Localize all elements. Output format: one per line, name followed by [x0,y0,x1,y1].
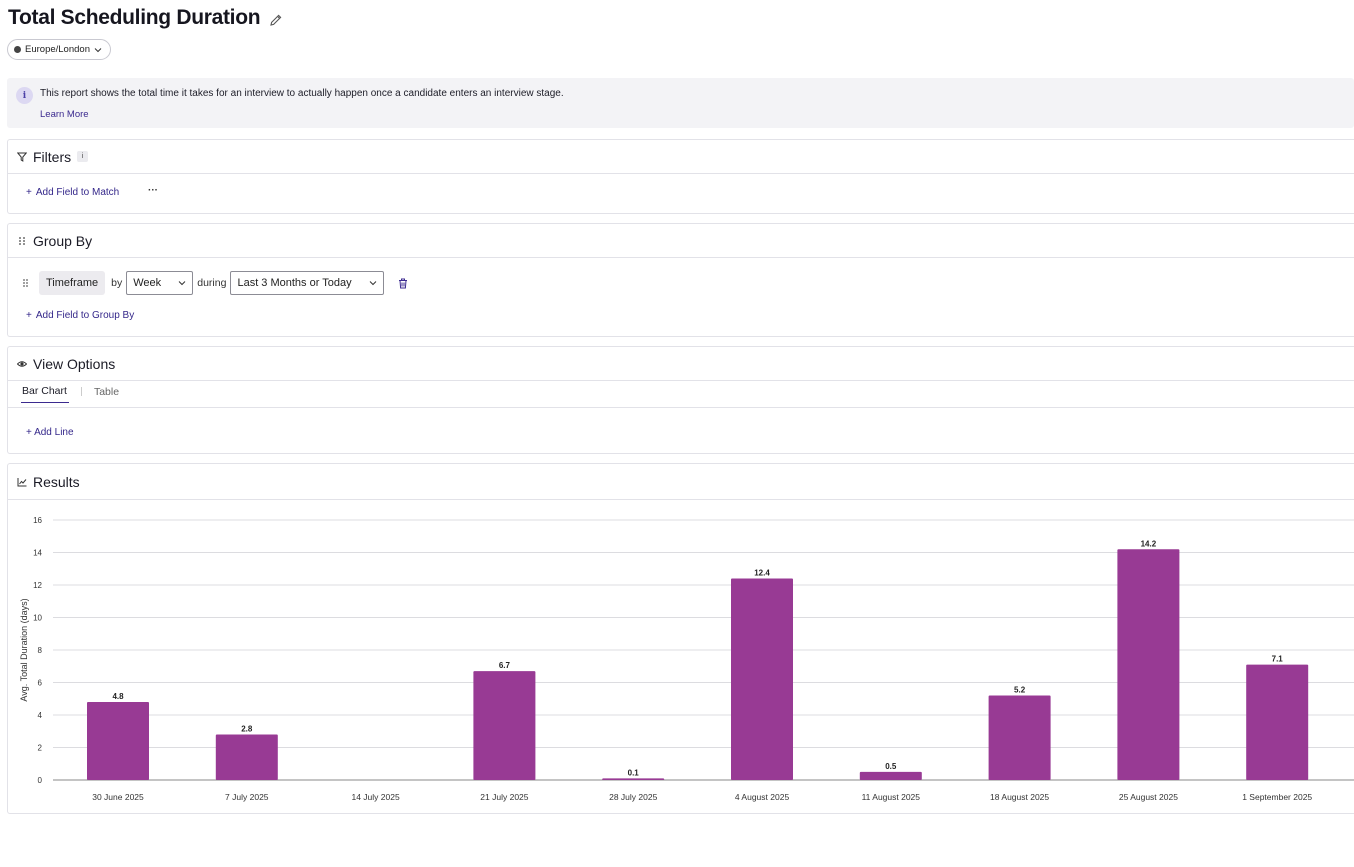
add-line-button[interactable]: + Add Line [26,427,74,438]
y-tick-label: 14 [33,549,42,558]
filters-header: Filters i [8,140,1354,174]
tab-divider [80,387,82,396]
bar [988,695,1051,780]
x-tick-label: 28 July 2025 [609,792,657,802]
x-tick-label: 30 June 2025 [92,792,144,802]
y-axis-label: Avg. Total Duration (days) [19,598,29,701]
info-icon: i [16,87,33,104]
bar [473,671,536,780]
chevron-down-icon [178,281,186,286]
timezone-selector[interactable]: Europe/London [7,39,111,60]
chevron-down-icon [370,281,377,286]
x-tick-label: 18 August 2025 [990,792,1049,802]
x-tick-label: 11 August 2025 [862,792,921,802]
tabs-divider [8,407,1354,408]
add-field-to-group-by-label: Add Field to Group By [35,310,135,321]
data-label: 5.2 [1014,686,1026,695]
chevron-down-icon [94,47,102,52]
trash-icon[interactable] [398,278,408,289]
info-text: This report shows the total time it take… [40,88,564,99]
during-label: during [197,277,227,289]
timezone-label: Europe/London [25,44,90,55]
bar [1117,549,1180,780]
filters-info-icon[interactable]: i [77,151,89,162]
group-by-title: Group By [33,232,93,249]
bar [87,702,149,780]
timeframe-chip[interactable]: Timeframe [39,271,106,295]
y-tick-label: 6 [38,679,43,688]
page-title: Total Scheduling Duration [8,6,261,29]
plus-icon: + [26,310,32,321]
tab-table[interactable]: Table [93,385,120,398]
eye-icon [17,360,27,367]
x-tick-label: 21 July 2025 [480,792,528,802]
info-banner: i This report shows the total time it ta… [7,78,1354,128]
line-chart-icon [17,477,27,486]
bar [859,771,922,780]
bar [602,778,665,780]
interval-value: Week [133,277,162,289]
data-label: 2.8 [241,725,253,734]
edit-pencil-icon[interactable] [269,13,283,27]
by-label: by [111,277,123,289]
bar [1246,664,1309,780]
data-label: 0.5 [885,762,897,771]
learn-more-link[interactable]: Learn More [40,109,89,120]
row-drag-handle-icon[interactable] [22,278,29,288]
filters-title: Filters [33,148,72,165]
data-label: 12.4 [754,569,770,578]
y-tick-label: 12 [33,581,42,590]
x-tick-label: 4 August 2025 [735,792,790,802]
bar [215,734,278,780]
x-tick-label: 7 July 2025 [225,792,269,802]
x-tick-label: 1 September 2025 [1242,792,1312,802]
view-options-header: View Options [8,347,1354,381]
data-label: 0.1 [628,768,640,777]
data-label: 6.7 [499,661,511,670]
add-field-to-match-button[interactable]: + Add Field to Match [26,187,119,198]
view-options-title: View Options [33,355,116,372]
bar [731,578,793,780]
tab-bar-chart[interactable]: Bar Chart [21,385,69,403]
group-by-panel: Group By Timeframe by Week during Last 3… [7,223,1354,337]
y-tick-label: 0 [38,776,43,785]
filters-panel: Filters i + Add Field to Match ··· [7,139,1354,214]
globe-icon [14,46,21,53]
drag-handle-icon [19,236,25,245]
add-field-to-group-by-button[interactable]: + Add Field to Group By [26,310,134,321]
interval-select[interactable]: Week [126,271,194,295]
data-label: 14.2 [1141,539,1157,548]
filter-icon [17,152,27,162]
add-field-to-match-label: Add Field to Match [35,187,120,198]
group-by-header: Group By [8,224,1354,258]
x-tick-label: 25 August 2025 [1119,792,1178,802]
x-tick-label: 14 July 2025 [351,792,399,802]
plus-icon: + [26,187,32,198]
range-value: Last 3 Months or Today [237,277,352,289]
view-options-panel: View Options Bar Chart Table + Add Line [7,346,1354,454]
y-tick-label: 8 [38,646,43,655]
y-tick-label: 10 [33,614,42,623]
y-tick-label: 16 [33,516,42,525]
group-by-row: Timeframe by Week during Last 3 Months o… [22,271,408,295]
more-options-button[interactable]: ··· [148,185,158,196]
y-tick-label: 2 [38,744,43,753]
results-title: Results [33,473,80,490]
data-label: 4.8 [112,692,124,701]
y-tick-label: 4 [38,711,43,720]
range-select[interactable]: Last 3 Months or Today [230,271,385,295]
data-label: 7.1 [1272,655,1284,664]
title-row: Total Scheduling Duration [8,6,283,30]
results-header: Results [8,464,1354,500]
view-tabs: Bar Chart Table [21,385,119,403]
